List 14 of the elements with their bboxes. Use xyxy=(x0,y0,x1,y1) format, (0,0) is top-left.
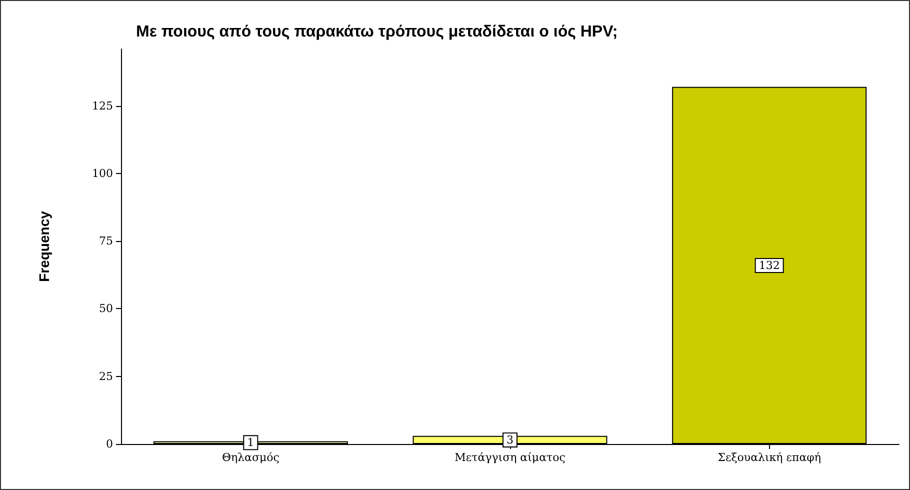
data-label: 1 xyxy=(247,436,254,450)
chart-title: Με ποιους από τους παρακάτω τρόπους μεταδίδεται ο ιός HPV; xyxy=(136,24,618,40)
y-tick-label: 50 xyxy=(99,302,113,316)
y-tick-label: 125 xyxy=(92,99,113,112)
y-axis-title: Frequency xyxy=(36,210,52,282)
y-tick-label: 25 xyxy=(99,370,113,383)
y-tick-label: 100 xyxy=(92,166,113,180)
y-tick-label: 75 xyxy=(99,234,113,248)
x-tick-label: Σεξουαλική επαφή xyxy=(718,451,821,464)
x-tick-label: Θηλασμός xyxy=(222,451,280,464)
data-label: 132 xyxy=(758,258,780,272)
x-tick-label: Μετάγγιση αίματος xyxy=(454,451,566,464)
data-label: 3 xyxy=(506,433,514,446)
y-tick-label: 0 xyxy=(106,438,113,450)
